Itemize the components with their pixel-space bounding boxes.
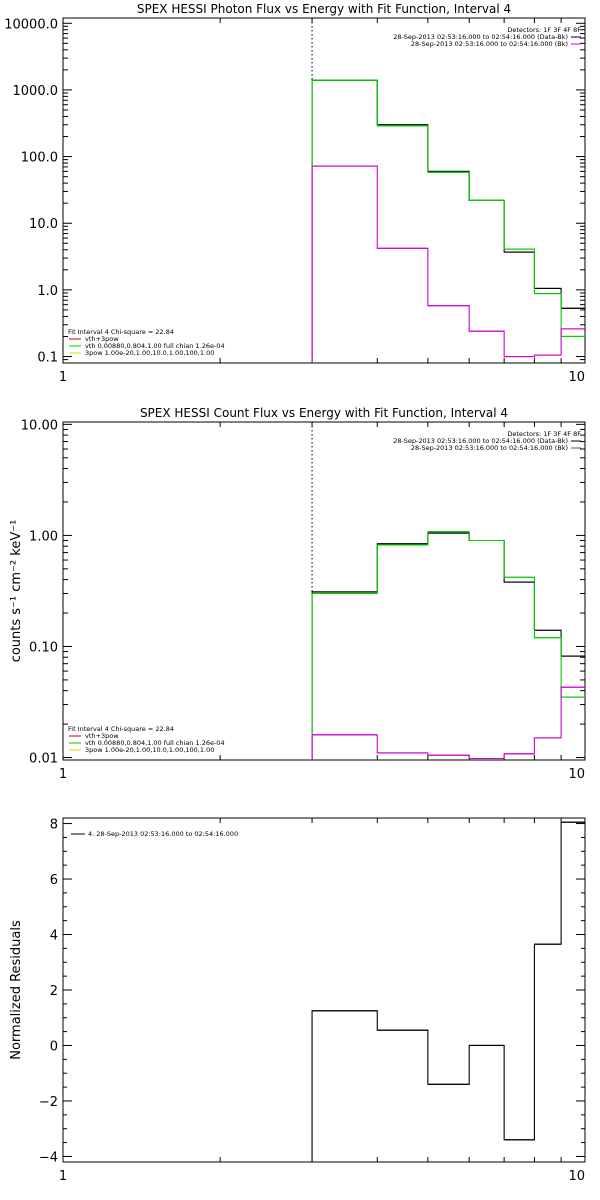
- histogram-series-1: [311, 532, 585, 760]
- histogram-series-3: [311, 165, 585, 363]
- legend-entry: 28-Sep-2013 02:53:16.000 to 02:54:16.000…: [393, 437, 568, 445]
- legend-entry: 28-Sep-2013 02:53:16.000 to 02:54:16.000…: [393, 33, 568, 41]
- legend-entry: vth 0.00880,0.804,1.00 full chian 1.26e-…: [85, 342, 225, 350]
- y-tick-label: 10.0: [29, 217, 58, 232]
- x-tick-label: 1: [59, 1169, 67, 1184]
- legend-entry: vth 0.00880,0.804,1.00 full chian 1.26e-…: [85, 739, 225, 747]
- histogram-series-3: [311, 686, 585, 760]
- legend-entry: vth+3pow: [85, 335, 119, 343]
- y-tick-label: 6: [50, 873, 58, 888]
- legend-entry: 4. 28-Sep-2013 02:53:16.000 to 02:54:16.…: [88, 830, 238, 838]
- histogram-series-2: [311, 531, 585, 760]
- y-tick-label: 10000.0: [4, 17, 58, 32]
- histogram-series-2: [311, 79, 585, 363]
- histogram-series-1: [311, 79, 585, 363]
- y-tick-label: −2: [39, 1095, 58, 1110]
- y-tick-label: 1.0: [37, 284, 58, 299]
- y-tick-label: 0.10: [29, 640, 58, 655]
- legend-entry: vth+3pow: [85, 732, 119, 740]
- x-tick-label: 1: [59, 370, 67, 385]
- legend-entry: Fit Interval 4 Chi-square = 22.84: [68, 328, 174, 336]
- chart-title: SPEX HESSI Photon Flux vs Energy with Fi…: [137, 2, 511, 16]
- y-tick-label: 1.00: [29, 529, 58, 544]
- y-tick-label: 2: [50, 984, 58, 999]
- panel-1: SPEX HESSI Photon Flux vs Energy with Fi…: [4, 2, 586, 385]
- panel-3: Normalized Residuals 1 10 −4 −2 0 2 4 6 8 4. 28-Se…: [9, 817, 586, 1184]
- legend-entry: 28-Sep-2013 02:53:16.000 to 02:54:16.000…: [411, 40, 568, 48]
- legend-entry: Fit Interval 4 Chi-square = 22.84: [68, 725, 174, 733]
- y-axis-label: Normalized Residuals: [9, 920, 24, 1060]
- y-tick-label: 0.01: [29, 752, 58, 767]
- chart-title: SPEX HESSI Count Flux vs Energy with Fit…: [140, 406, 508, 420]
- histogram-series-1: [311, 821, 585, 1162]
- y-tick-label: 1000.0: [13, 84, 59, 99]
- legend-entry: 3pow 1.00e-20,1.00,10.0,1.00,100,1.00: [85, 349, 214, 357]
- plot-frame: [62, 817, 586, 1163]
- legend-entry: Detectors: 1F 3F 4F 8F: [507, 26, 581, 34]
- y-tick-label: 10.00: [21, 418, 58, 433]
- x-tick-label: 10: [568, 370, 585, 385]
- x-tick-label: 10: [568, 767, 585, 782]
- y-axis-label: counts s⁻¹ cm⁻² keV⁻¹: [9, 520, 24, 663]
- panel-2: SPEX HESSI Count Flux vs Energy with Fit…: [9, 406, 586, 782]
- y-tick-label: 100.0: [21, 151, 58, 166]
- plot-frame: [62, 421, 586, 761]
- x-tick-label: 10: [568, 1169, 585, 1184]
- y-tick-label: 0.1: [37, 351, 58, 366]
- legend-entry: 28-Sep-2013 02:53:16.000 to 02:54:16.000…: [411, 444, 568, 452]
- x-tick-label: 1: [59, 767, 67, 782]
- legend-entry: 3pow 1.00e-20,1.00,10.0,1.00,100,1.00: [85, 746, 214, 754]
- plot-frame: [62, 17, 586, 364]
- y-tick-label: 8: [50, 818, 58, 833]
- y-tick-label: −4: [39, 1150, 58, 1165]
- y-tick-label: 4: [50, 929, 58, 944]
- y-tick-label: 0: [50, 1039, 58, 1054]
- legend-entry: Detectors: 1F 3F 4F 8F: [507, 430, 581, 438]
